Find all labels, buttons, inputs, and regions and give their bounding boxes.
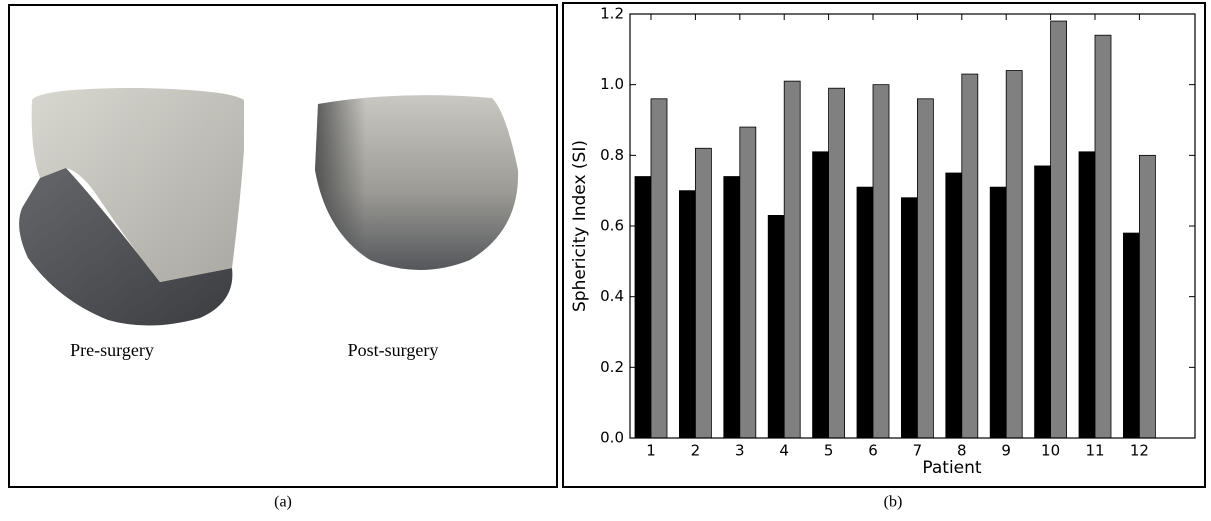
y-tick-label: 0.6 <box>600 217 624 235</box>
bar <box>829 88 845 438</box>
bar <box>857 187 873 438</box>
x-tick-label: 8 <box>957 442 967 460</box>
x-axis-label: Patient <box>922 458 982 478</box>
bar <box>901 198 917 438</box>
bar <box>873 85 889 438</box>
bar <box>635 177 651 438</box>
bar <box>813 152 829 438</box>
bar <box>1079 152 1095 438</box>
x-tick-label: 10 <box>1041 442 1060 460</box>
y-tick-label: 1.2 <box>600 5 624 23</box>
bar <box>768 215 784 438</box>
panel-caption: (a) <box>274 494 292 511</box>
bar <box>1035 166 1051 438</box>
panel-caption: (b) <box>884 494 903 511</box>
bar <box>946 173 962 438</box>
y-tick-label: 0.2 <box>600 358 624 376</box>
bar <box>962 74 978 438</box>
x-tick-label: 4 <box>779 442 789 460</box>
x-tick-label: 6 <box>868 442 878 460</box>
x-tick-label: 9 <box>1001 442 1011 460</box>
x-tick-label: 3 <box>735 442 745 460</box>
y-tick-label: 0.4 <box>600 287 624 305</box>
post-surgery-shading <box>315 95 518 270</box>
x-tick-label: 2 <box>691 442 701 460</box>
bar <box>679 191 695 438</box>
bar <box>724 177 740 438</box>
x-tick-label: 7 <box>913 442 923 460</box>
bar <box>740 127 756 438</box>
y-axis-label: Sphericity Index (SI) <box>570 140 590 312</box>
bar <box>695 148 711 438</box>
shape-label: Pre-surgery <box>70 340 154 360</box>
bar <box>651 99 667 438</box>
bar <box>1139 155 1155 438</box>
bar <box>1006 71 1022 438</box>
y-tick-label: 1.0 <box>600 75 624 93</box>
figure: Pre-surgery Post-surgery (a) (b) Patient… <box>0 0 1211 516</box>
bar <box>917 99 933 438</box>
page: Pre-surgery Post-surgery (a) (b) Patient… <box>0 0 1211 516</box>
x-tick-label: 12 <box>1130 442 1149 460</box>
bar <box>990 187 1006 438</box>
bar <box>1095 35 1111 438</box>
y-tick-label: 0.8 <box>600 146 624 164</box>
x-tick-label: 5 <box>824 442 834 460</box>
x-tick-label: 1 <box>646 442 656 460</box>
y-tick-label: 0.0 <box>600 429 624 447</box>
bar <box>1123 233 1139 438</box>
bar <box>784 81 800 438</box>
shape-label: Post-surgery <box>348 340 439 360</box>
x-tick-label: 11 <box>1085 442 1104 460</box>
bar <box>1051 21 1067 438</box>
